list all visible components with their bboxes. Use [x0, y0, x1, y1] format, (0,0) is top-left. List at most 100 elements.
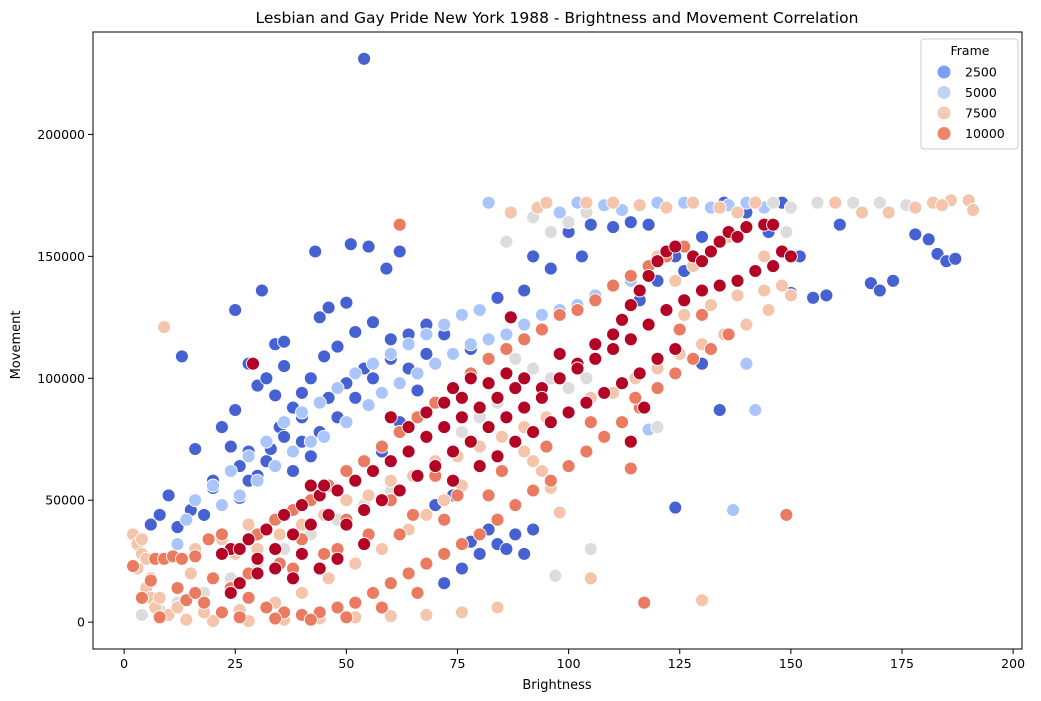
data-point	[490, 449, 505, 464]
data-point	[712, 278, 727, 293]
data-point	[143, 517, 158, 532]
data-point	[846, 195, 861, 210]
data-point	[668, 366, 683, 381]
data-point	[481, 351, 496, 366]
data-point	[134, 607, 149, 622]
data-point	[539, 195, 554, 210]
data-point	[428, 356, 443, 371]
data-point	[703, 342, 718, 356]
legend-title: Frame	[951, 43, 990, 58]
data-point	[246, 356, 260, 371]
data-point	[241, 449, 256, 464]
data-point	[570, 361, 585, 376]
data-point	[517, 332, 532, 347]
data-point	[766, 195, 781, 210]
data-point	[783, 288, 798, 303]
data-point	[277, 334, 292, 349]
data-point	[366, 371, 380, 386]
data-point	[623, 298, 638, 313]
data-point	[672, 322, 687, 337]
data-point	[503, 310, 518, 325]
data-point	[806, 290, 821, 305]
data-point	[170, 581, 185, 595]
data-point	[695, 254, 709, 269]
data-point	[392, 483, 407, 498]
data-point	[810, 195, 825, 210]
data-point	[268, 561, 283, 576]
data-point	[232, 610, 247, 625]
data-point	[579, 371, 594, 386]
data-point	[686, 195, 701, 210]
data-point	[383, 609, 398, 624]
data-point	[597, 429, 612, 444]
data-point	[294, 498, 309, 513]
data-point	[481, 488, 496, 503]
data-point	[339, 493, 354, 508]
data-point	[730, 273, 745, 288]
data-point	[472, 546, 487, 561]
data-point	[534, 390, 549, 405]
data-point	[259, 600, 274, 615]
data-point	[419, 429, 434, 444]
data-point	[410, 468, 425, 483]
data-point	[312, 310, 327, 325]
data-point	[317, 429, 332, 444]
data-point	[374, 439, 389, 454]
data-point	[286, 571, 300, 586]
data-point	[268, 388, 283, 403]
data-point	[472, 459, 487, 474]
legend-label: 2500	[965, 65, 997, 80]
plot-area-frame	[92, 31, 1023, 650]
x-axis-label: Brightness	[522, 678, 591, 693]
data-point	[454, 605, 469, 620]
data-point	[392, 527, 407, 542]
legend: Frame 2500 5000 7500 10000	[920, 38, 1019, 150]
data-point	[379, 261, 394, 276]
data-point	[819, 288, 834, 303]
data-point	[748, 195, 763, 210]
data-point	[277, 359, 292, 374]
data-point	[357, 537, 372, 552]
data-point	[703, 244, 718, 259]
data-point	[948, 251, 963, 266]
data-point	[583, 542, 598, 556]
data-point	[543, 225, 558, 239]
data-point	[330, 551, 345, 566]
data-point	[921, 232, 936, 247]
data-point	[214, 498, 229, 513]
data-point	[703, 298, 718, 313]
data-point	[357, 503, 372, 517]
data-point	[410, 383, 425, 398]
data-point	[721, 327, 736, 342]
data-point	[157, 320, 172, 335]
data-point	[481, 376, 496, 391]
data-point	[739, 220, 754, 235]
x-tick-label: 75	[450, 656, 466, 671]
data-point	[579, 395, 594, 410]
data-point	[526, 425, 541, 439]
data-point	[730, 229, 745, 244]
data-point	[437, 512, 452, 527]
data-point	[748, 403, 763, 417]
data-point	[766, 259, 781, 274]
data-point	[632, 283, 647, 298]
data-point	[739, 356, 754, 371]
data-point	[179, 593, 194, 608]
data-point	[361, 398, 376, 413]
data-point	[543, 415, 558, 430]
data-point	[561, 215, 576, 230]
data-point	[250, 473, 265, 488]
data-point	[499, 234, 514, 249]
data-point	[348, 556, 363, 571]
data-point	[499, 327, 514, 342]
x-tick-label: 200	[1001, 656, 1025, 671]
data-point	[206, 614, 220, 628]
x-tick-label: 0	[120, 656, 128, 671]
legend-marker	[937, 65, 951, 79]
data-point	[312, 605, 327, 620]
data-point	[410, 366, 425, 381]
data-point	[197, 507, 212, 522]
data-point	[241, 517, 256, 532]
data-point	[637, 400, 652, 415]
data-point	[383, 576, 398, 591]
